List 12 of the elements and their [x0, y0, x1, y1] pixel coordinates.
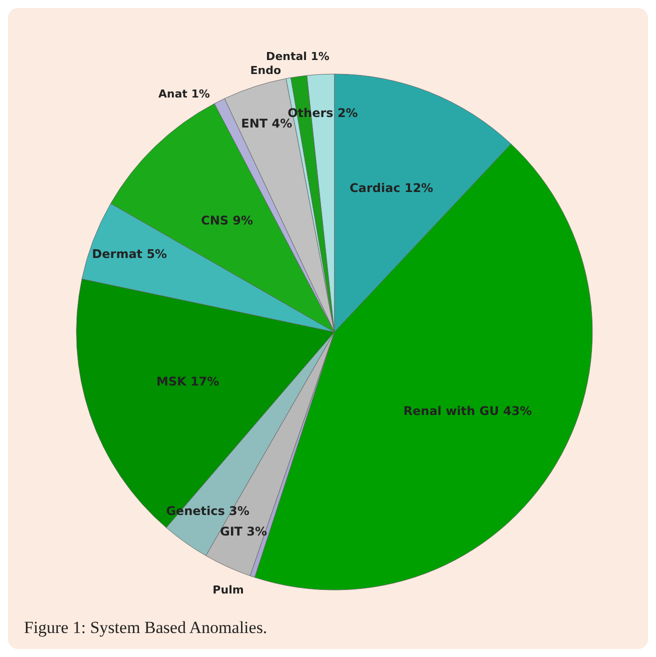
- slice-label: Dermat 5%: [92, 246, 167, 261]
- slice-label: Dental 1%: [266, 50, 330, 64]
- slice-label: GIT 3%: [220, 524, 268, 539]
- caption: Figure 1: System Based Anomalies.: [24, 618, 268, 638]
- slice-label: CNS 9%: [201, 213, 254, 228]
- slice-label: Endo: [250, 64, 282, 77]
- slice-label: Pulm: [212, 584, 244, 597]
- slice-label: ENT 4%: [241, 116, 292, 130]
- slice-label: Anat 1%: [158, 87, 210, 100]
- slice-label: MSK 17%: [156, 374, 220, 389]
- slice-label: Cardiac 12%: [350, 181, 434, 196]
- slice-label: Renal with GU 43%: [403, 404, 532, 418]
